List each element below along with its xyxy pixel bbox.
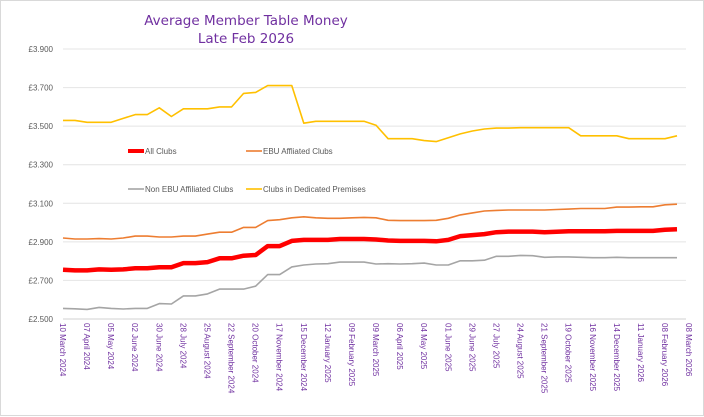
x-tick-label: 19 October 2025	[564, 323, 573, 383]
x-tick-label: 08 February 2026	[660, 323, 669, 387]
y-tick-label: £3.700	[29, 84, 54, 93]
x-tick-label: 05 May 2024	[106, 323, 115, 370]
x-tick-label: 01 June 2025	[443, 323, 452, 372]
legend-item: Clubs in Dedicated Premises	[246, 185, 366, 194]
x-tick-label: 08 March 2026	[684, 323, 693, 377]
x-tick-label: 24 August 2025	[516, 323, 525, 379]
x-tick-label: 21 September 2025	[540, 323, 549, 394]
x-tick-label: 20 October 2024	[251, 323, 260, 383]
x-tick-label: 02 June 2024	[130, 323, 139, 372]
x-tick-label: 25 August 2024	[202, 323, 211, 379]
y-tick-label: £3.100	[29, 199, 54, 208]
chart-title: Average Member Table Money	[144, 13, 348, 29]
x-tick-label: 29 June 2025	[467, 323, 476, 372]
x-tick-label: 10 March 2024	[58, 323, 67, 377]
y-tick-label: £2.900	[29, 238, 54, 247]
x-tick-label: 07 April 2024	[82, 323, 91, 370]
x-tick-label: 30 June 2024	[154, 323, 163, 372]
series-line-all-clubs	[62, 227, 678, 273]
legend-label: All Clubs	[145, 147, 177, 156]
x-tick-label: 28 July 2024	[178, 323, 187, 369]
x-tick-label: 15 December 2024	[299, 323, 308, 392]
legend-label: EBU Affliated Clubs	[263, 147, 333, 156]
series-line-clubs-in-dedicated-premises	[63, 84, 678, 143]
legend-item: Non EBU Affiliated Clubs	[128, 185, 233, 194]
x-tick-label: 11 January 2026	[636, 323, 645, 383]
legend-item: All Clubs	[128, 147, 177, 156]
x-tick-label: 17 November 2024	[275, 323, 284, 392]
legend-item: EBU Affliated Clubs	[246, 147, 333, 156]
x-tick-label: 06 April 2025	[395, 323, 404, 370]
y-tick-label: £3.300	[29, 161, 54, 170]
x-tick-label: 09 February 2025	[347, 323, 356, 387]
x-tick-label: 04 May 2025	[419, 323, 428, 370]
legend-label: Clubs in Dedicated Premises	[263, 185, 366, 194]
x-tick-label: 22 September 2024	[227, 323, 236, 394]
x-tick-label: 12 January 2025	[323, 323, 332, 383]
y-tick-label: £2.500	[29, 315, 54, 324]
y-tick-label: £2.700	[29, 276, 54, 285]
legend-label: Non EBU Affiliated Clubs	[145, 185, 233, 194]
chart-subtitle: Late Feb 2026	[198, 31, 294, 47]
series-line-non-ebu-affiliated-clubs	[62, 254, 677, 311]
x-tick-label: 27 July 2025	[491, 323, 500, 369]
y-tick-label: £3.900	[29, 45, 54, 54]
x-tick-label: 14 December 2025	[612, 323, 621, 392]
series-line-ebu-affliated-clubs	[62, 203, 678, 240]
y-tick-label: £3.500	[29, 122, 54, 131]
x-tick-label: 16 November 2025	[588, 323, 597, 392]
x-tick-label: 09 March 2025	[371, 323, 380, 377]
